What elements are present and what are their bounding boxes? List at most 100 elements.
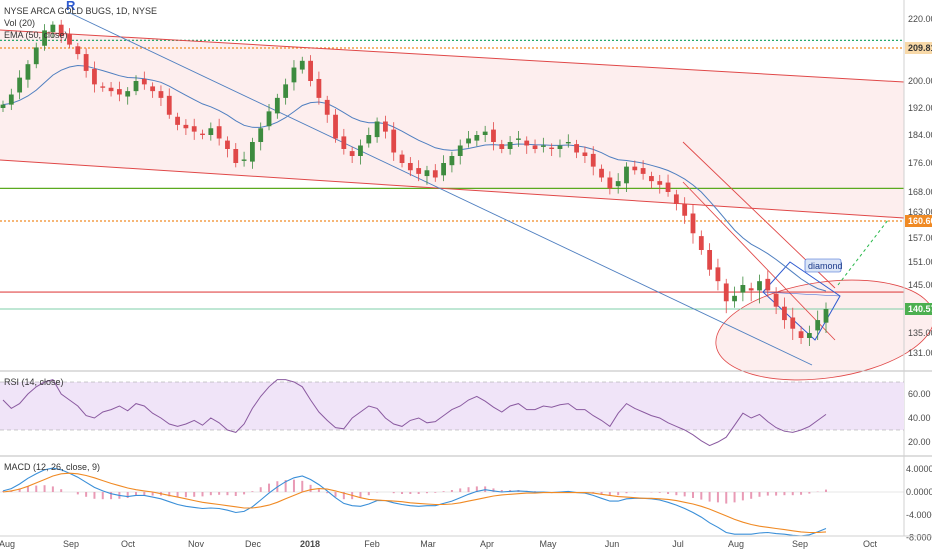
macd-tick-label: -4.0000 [906,510,932,520]
candle-body [823,309,829,323]
price-tick-label: 151.00 [908,257,932,267]
candle-body [590,153,596,167]
price-tag-bg [905,215,932,227]
time-tick-label: Jul [672,539,684,549]
candle-body [116,89,122,95]
diamond-label: diamond [808,261,843,271]
candle-body [690,213,696,234]
time-tick-label: Aug [0,539,15,549]
diamond-annotation[interactable]: diamond [804,258,843,273]
candle-body [283,84,289,98]
rsi-band [0,382,904,430]
candle-body [333,114,338,139]
macd-pane[interactable] [0,467,904,537]
candle-body [125,91,131,97]
candle-body [599,168,604,178]
candle-body [191,126,197,132]
time-tick-label: Apr [480,539,494,549]
main-pane[interactable]: diamond R [0,0,932,393]
candle-body [540,145,546,147]
time-tick-label: Dec [245,539,262,549]
candle-body [682,204,688,216]
candle-body [624,166,629,184]
candle-body [649,176,654,182]
candle-body [391,129,397,153]
candle-body [366,135,372,144]
candle-body [715,267,721,282]
candle-body [532,145,538,149]
blue-trend-line [67,11,813,366]
candle-body [8,94,14,105]
candle-body [416,168,422,174]
price-tick-label: 131.00 [908,348,932,358]
rsi-tick-label: 20.00 [908,437,931,447]
time-tick-label: Aug [728,539,744,549]
price-tick-label: 192.00 [908,103,932,113]
candle-body [665,182,671,192]
candle-body [150,86,156,92]
channel-upper-line [0,29,905,83]
candle-body [482,131,488,135]
legend-volume: Vol (20) [4,18,35,28]
candle-body [100,86,106,88]
rsi-legend: RSI (14, close) [4,377,64,387]
candle-body [399,154,405,163]
rsi-axis[interactable]: 60.00 40.00 20.00 [908,389,931,447]
candle-body [557,145,563,149]
time-tick-label: Nov [188,539,205,549]
rsi-tick-label: 60.00 [908,389,931,399]
candle-body [225,140,230,149]
candle-body [374,121,380,138]
diamond-label-box [804,258,842,273]
candle-body [424,170,430,177]
candle-body [574,144,580,153]
candle-body [441,163,446,176]
candle-body [549,147,555,149]
horizontal-levels [0,39,904,310]
candle-body [249,142,255,162]
candle-body [316,78,322,98]
candle-body [349,151,355,156]
time-tick-label: Sep [792,539,808,549]
candle-body [507,142,513,149]
candle-body [673,194,679,204]
candle-body [258,128,264,142]
macd-axis[interactable]: 4.0000 0.0000 -4.0000 -8.0000 [906,464,932,542]
rsi-line [2,379,827,447]
channel-lower-line [0,159,905,219]
candle-body [58,24,64,37]
candle-body [615,181,621,187]
candle-body [806,333,812,338]
rsi-pane[interactable] [0,379,904,447]
candle-body [474,135,480,141]
candle-body [33,47,39,65]
candle-body [133,81,139,92]
time-axis[interactable]: Aug Sep Oct Nov Dec 2018 Feb Mar Apr May Jun Jul Aug… [0,539,877,549]
candle-body [83,54,89,71]
macd-tick-label: -8.0000 [906,533,932,543]
price-tick-label: 209.81 [908,43,932,53]
candle-body [200,133,205,135]
candle-body [299,60,305,70]
price-tick-label: 184.00 [908,130,932,140]
price-tick-label: 168.00 [908,187,932,197]
candle-body [166,95,172,115]
macd-legend: MACD (12, 26, close, 9) [4,462,100,472]
candle-body [67,34,72,45]
time-tick-label: 2018 [300,539,320,549]
candle-body [782,306,787,321]
candle-body [815,320,821,331]
candlestick-series [0,19,829,346]
price-tick-label: 140.57 [908,304,932,314]
rsi-tick-label: 40.00 [908,413,931,423]
macd-tick-label: 0.0000 [906,487,932,497]
candle-body [358,145,363,156]
candle-body [42,30,47,46]
down-channel-lower [682,181,836,341]
price-tick-label: 157.00 [908,233,932,243]
time-tick-label: Oct [863,539,878,549]
candle-body [773,293,779,307]
price-axis[interactable]: 220.00 209.81 200.00 192.00 184.00 176.00 168.… [905,14,932,358]
candle-body [266,111,272,127]
